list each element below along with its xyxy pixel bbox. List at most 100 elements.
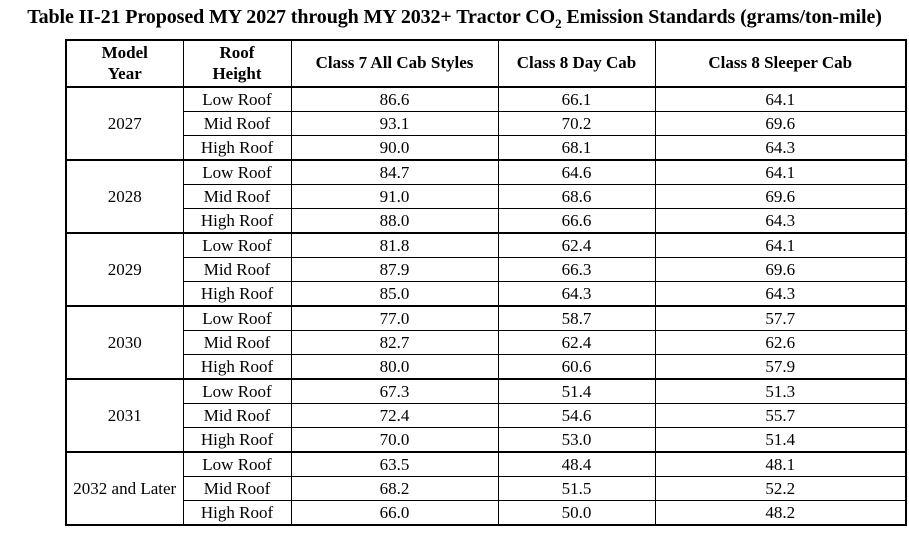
roof-height-cell: Mid Roof <box>182 330 292 355</box>
class8-sleeper-value-cell: 69.6 <box>654 184 907 209</box>
header-line: Class 8 Day Cab <box>516 53 637 73</box>
class7-value-cell: 72.4 <box>290 403 499 428</box>
class7-value-cell: 88.0 <box>290 208 499 234</box>
header-row: Model Year Roof Height Class 7 All Cab Sty… <box>65 39 907 88</box>
class8-sleeper-value-cell: 57.7 <box>654 305 907 331</box>
class8-sleeper-value-cell: 64.1 <box>654 232 907 258</box>
table-row: Mid Roof 87.9 66.3 69.6 <box>66 257 907 282</box>
roof-height-cell: Mid Roof <box>182 257 292 282</box>
header-class7-all-cab: Class 7 All Cab Styles <box>290 39 499 88</box>
class8-day-value-cell: 64.6 <box>497 159 656 185</box>
model-year-cell: 2027 <box>65 86 184 161</box>
class8-day-value-cell: 66.3 <box>497 257 656 282</box>
class7-value-cell: 68.2 <box>290 476 499 501</box>
header-line: Height <box>212 63 262 83</box>
class7-value-cell: 67.3 <box>290 378 499 404</box>
model-year-cell: 2029 <box>65 232 184 307</box>
class8-day-value-cell: 48.4 <box>497 451 656 477</box>
roof-height-cell: Mid Roof <box>182 184 292 209</box>
class7-value-cell: 84.7 <box>290 159 499 185</box>
class8-sleeper-value-cell: 64.3 <box>654 135 907 161</box>
emission-standards-table: Model Year Roof Height Class 7 All Cab Sty… <box>65 39 907 526</box>
co2-subscript: 2 <box>555 16 562 31</box>
model-year-cell: 2032 and Later <box>65 451 184 526</box>
class8-sleeper-value-cell: 62.6 <box>654 330 907 355</box>
roof-height-cell: Mid Roof <box>182 403 292 428</box>
class8-sleeper-value-cell: 69.6 <box>654 111 907 136</box>
class8-day-value-cell: 62.4 <box>497 330 656 355</box>
class8-day-value-cell: 50.0 <box>497 500 656 526</box>
class7-value-cell: 93.1 <box>290 111 499 136</box>
class8-sleeper-value-cell: 51.3 <box>654 378 907 404</box>
model-year-cell: 2030 <box>65 305 184 380</box>
table-row: High Roof 88.0 66.6 64.3 <box>66 208 907 234</box>
class7-value-cell: 80.0 <box>290 354 499 380</box>
roof-height-cell: Mid Roof <box>182 111 292 136</box>
class8-sleeper-value-cell: 48.2 <box>654 500 907 526</box>
class8-day-value-cell: 68.6 <box>497 184 656 209</box>
table-title-suffix: Emission Standards (grams/ton-mile) <box>561 6 882 28</box>
class8-day-value-cell: 66.1 <box>497 86 656 112</box>
header-model-year: Model Year <box>65 39 184 88</box>
class7-value-cell: 85.0 <box>290 281 499 307</box>
table-row: 2028 Low Roof 84.7 64.6 64.1 <box>65 159 907 234</box>
class7-value-cell: 82.7 <box>290 330 499 355</box>
table-row: 2029 Low Roof 81.8 62.4 64.1 <box>65 232 907 307</box>
table-row: 2031 Low Roof 67.3 51.4 51.3 <box>65 378 907 453</box>
class7-value-cell: 77.0 <box>290 305 499 331</box>
class7-value-cell: 90.0 <box>290 135 499 161</box>
table-row: Mid Roof 82.7 62.4 62.6 <box>66 330 907 355</box>
class8-sleeper-value-cell: 55.7 <box>654 403 907 428</box>
class8-day-value-cell: 51.5 <box>497 476 656 501</box>
class8-day-value-cell: 62.4 <box>497 232 656 258</box>
table-row: 2027 Low Roof 86.6 66.1 64.1 <box>65 86 907 161</box>
class8-sleeper-value-cell: 64.1 <box>654 159 907 185</box>
header-line: Year <box>107 63 142 83</box>
header-class8-day-cab: Class 8 Day Cab <box>497 39 656 88</box>
roof-height-cell: High Roof <box>182 208 292 234</box>
table-row: High Roof 70.0 53.0 51.4 <box>66 427 907 453</box>
class8-day-value-cell: 58.7 <box>497 305 656 331</box>
roof-height-cell: High Roof <box>182 281 292 307</box>
class7-value-cell: 91.0 <box>290 184 499 209</box>
table-row: High Roof 85.0 64.3 64.3 <box>66 281 907 307</box>
header-line: Roof <box>219 43 255 63</box>
roof-height-cell: Low Roof <box>182 232 292 258</box>
roof-height-cell: Low Roof <box>182 159 292 185</box>
table-title-text: Table II-21 Proposed MY 2027 through MY … <box>27 6 556 28</box>
table-row: High Roof 90.0 68.1 64.3 <box>66 135 907 161</box>
table-title: Table II-21 Proposed MY 2027 through MY … <box>0 6 909 31</box>
roof-height-cell: High Roof <box>182 135 292 161</box>
roof-height-cell: High Roof <box>182 427 292 453</box>
class8-day-value-cell: 66.6 <box>497 208 656 234</box>
header-line: Model <box>101 43 148 63</box>
roof-height-cell: Low Roof <box>182 86 292 112</box>
header-line: Class 7 All Cab Styles <box>315 53 474 73</box>
class8-sleeper-value-cell: 57.9 <box>654 354 907 380</box>
class8-day-value-cell: 64.3 <box>497 281 656 307</box>
roof-height-cell: Low Roof <box>182 305 292 331</box>
roof-height-cell: High Roof <box>182 354 292 380</box>
class8-day-value-cell: 68.1 <box>497 135 656 161</box>
class8-day-value-cell: 70.2 <box>497 111 656 136</box>
table-row: High Roof 80.0 60.6 57.9 <box>66 354 907 380</box>
class8-sleeper-value-cell: 64.3 <box>654 208 907 234</box>
header-roof-height: Roof Height <box>182 39 292 88</box>
roof-height-cell: Low Roof <box>182 451 292 477</box>
header-line: Class 8 Sleeper Cab <box>708 53 853 73</box>
class8-sleeper-value-cell: 64.3 <box>654 281 907 307</box>
class8-sleeper-value-cell: 51.4 <box>654 427 907 453</box>
model-year-cell: 2028 <box>65 159 184 234</box>
header-class8-sleeper-cab: Class 8 Sleeper Cab <box>654 39 907 88</box>
class7-value-cell: 81.8 <box>290 232 499 258</box>
class8-sleeper-value-cell: 48.1 <box>654 451 907 477</box>
table-row: Mid Roof 72.4 54.6 55.7 <box>66 403 907 428</box>
class8-sleeper-value-cell: 52.2 <box>654 476 907 501</box>
class7-value-cell: 63.5 <box>290 451 499 477</box>
table-row: 2032 and Later Low Roof 63.5 48.4 48.1 <box>65 451 907 526</box>
class8-day-value-cell: 51.4 <box>497 378 656 404</box>
table-row: Mid Roof 91.0 68.6 69.6 <box>66 184 907 209</box>
class7-value-cell: 87.9 <box>290 257 499 282</box>
table-row: Mid Roof 93.1 70.2 69.6 <box>66 111 907 136</box>
